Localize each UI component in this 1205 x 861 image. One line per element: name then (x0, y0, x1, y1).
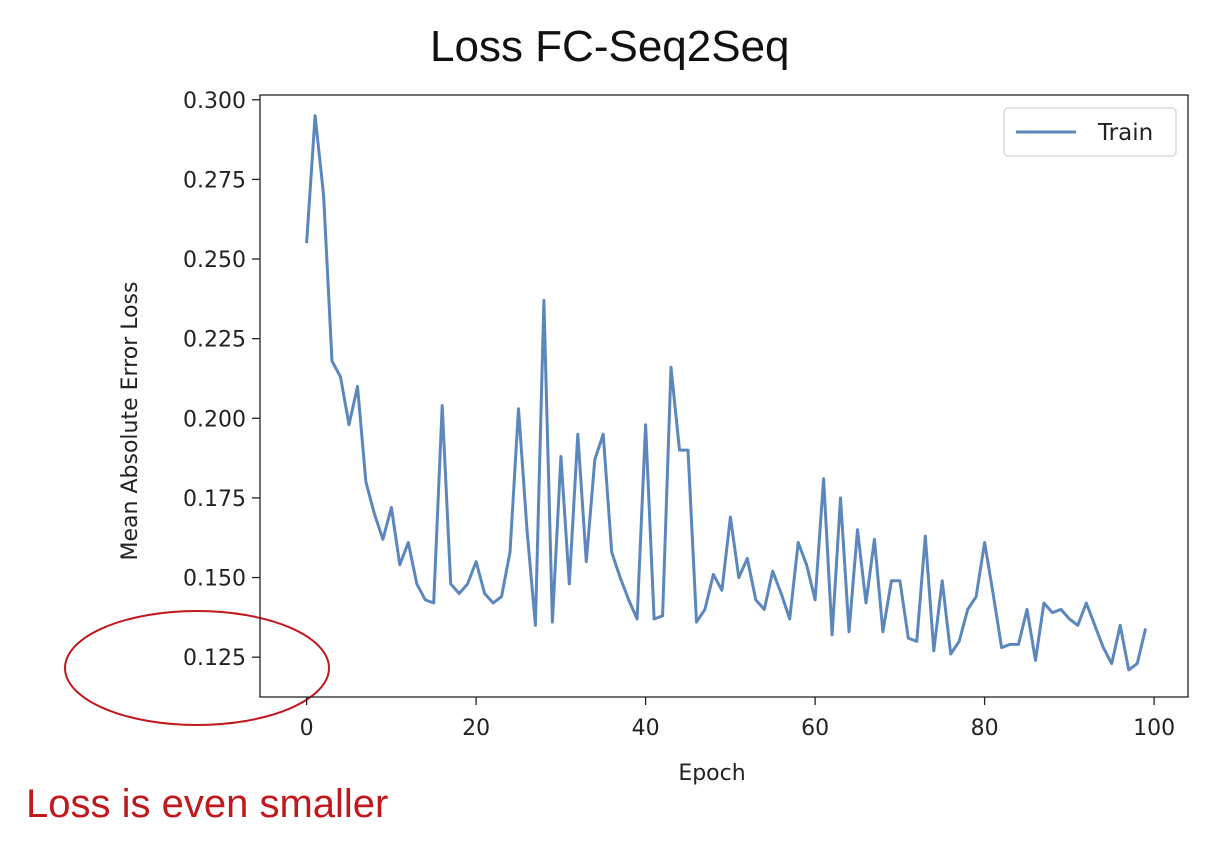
x-tick-label: 100 (1133, 716, 1175, 741)
annotation-text: Loss is even smaller (26, 782, 389, 826)
series-line-train (305, 114, 1148, 672)
x-tick-label: 40 (632, 716, 660, 741)
slide-title: Loss FC-Seq2Seq (430, 22, 790, 71)
plot-area: 0.125 0.150 0.175 0.200 0.225 0.250 0.275 0.300… (118, 89, 1189, 786)
annotation-layer (64, 610, 330, 726)
y-tick-label: 0.175 (183, 487, 246, 512)
x-tick-label: 60 (801, 716, 829, 741)
x-tick-label: 20 (462, 716, 490, 741)
x-axis-label: Epoch (678, 761, 745, 786)
y-tick-label: 0.300 (183, 89, 246, 114)
x-tick-label: 80 (971, 716, 999, 741)
y-axis-label: Mean Absolute Error Loss (118, 282, 143, 561)
y-tick-label: 0.225 (183, 328, 246, 353)
x-tick-label: 0 (300, 716, 314, 741)
y-tick-label: 0.250 (183, 248, 246, 273)
y-tick-label: 0.125 (183, 646, 246, 671)
y-tick-label: 0.275 (183, 168, 246, 193)
legend-label-train: Train (1097, 120, 1153, 146)
plot-frame (259, 94, 1189, 698)
y-tick-label: 0.200 (183, 407, 246, 432)
legend-box (1003, 107, 1177, 157)
y-tick-label: 0.150 (183, 567, 246, 592)
highlight-circle (64, 610, 330, 726)
